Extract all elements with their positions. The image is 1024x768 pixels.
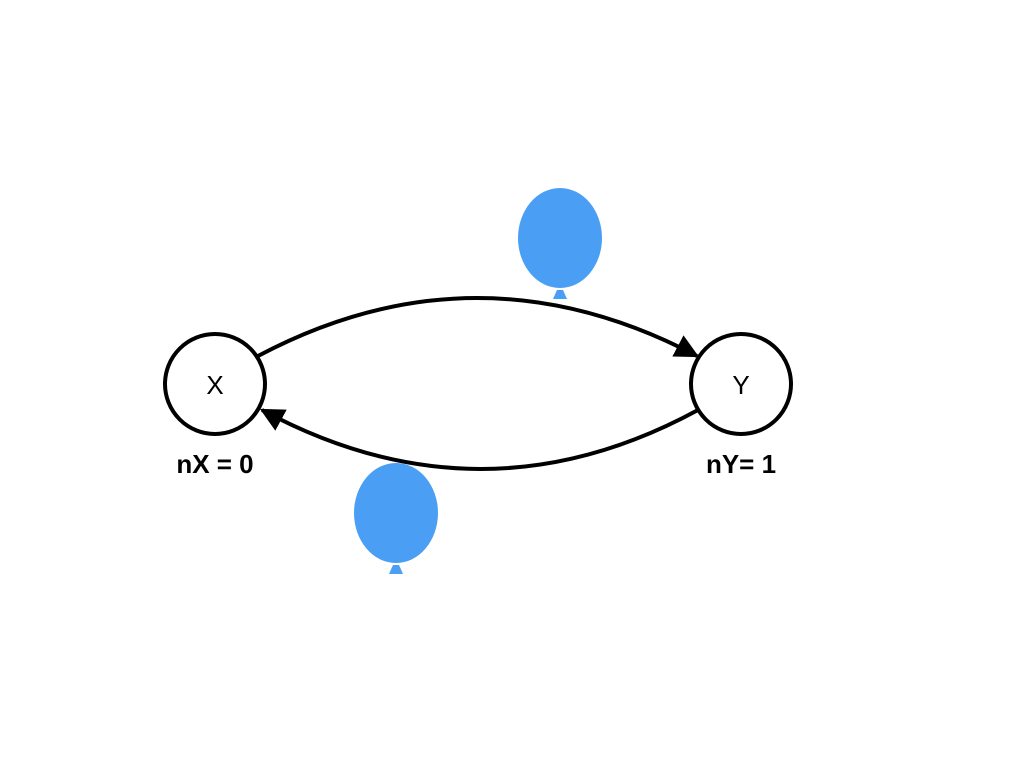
edge-x-to-y [257, 296, 700, 358]
node-y: Y [689, 332, 793, 436]
node-x-circle [163, 332, 267, 436]
node-y-label: Y [732, 370, 749, 400]
node-y-circle [689, 332, 793, 436]
node-y-count: nY= 1 [706, 449, 776, 479]
node-x-label: X [206, 370, 223, 400]
balloon-icon [518, 188, 602, 299]
balloon-icon [354, 463, 438, 574]
node-x: X [163, 332, 267, 436]
node-x-count: nX = 0 [176, 449, 253, 479]
edge-y-to-x [259, 408, 699, 471]
